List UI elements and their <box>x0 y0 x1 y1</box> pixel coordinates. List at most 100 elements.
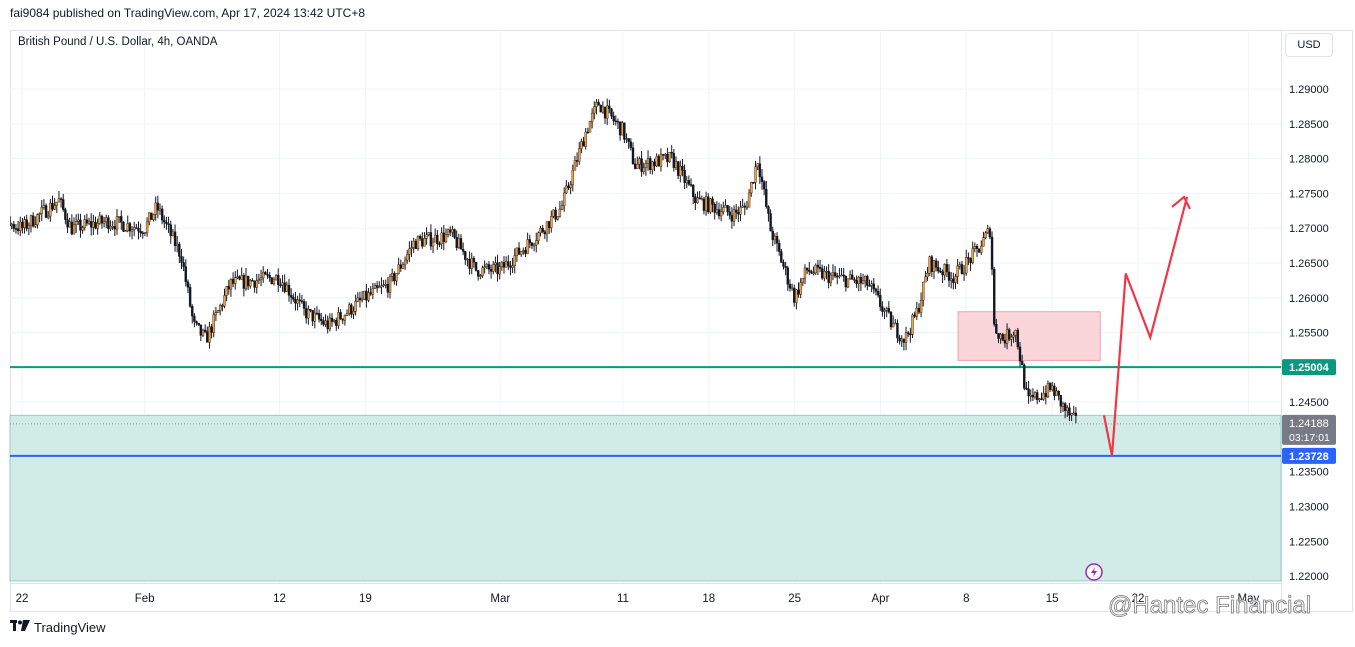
candle-body <box>489 269 493 272</box>
candle-body <box>995 324 998 334</box>
tradingview-logo[interactable]: TradingView <box>10 620 106 635</box>
candle-body <box>724 205 727 208</box>
candle-body <box>356 297 359 302</box>
candle-body <box>500 262 504 267</box>
candle-body <box>487 264 491 270</box>
candle-body <box>270 277 273 285</box>
candle-body <box>969 258 972 263</box>
candle-body <box>657 156 660 167</box>
candle-body <box>885 308 888 311</box>
candle-body <box>707 196 710 213</box>
candle-body <box>442 232 445 243</box>
candle-body <box>178 243 181 257</box>
time-axis[interactable] <box>10 583 1281 613</box>
price-tick-label: 1.27000 <box>1289 223 1329 235</box>
candle-body <box>143 232 147 234</box>
projection-path[interactable] <box>1102 196 1189 456</box>
currency-button[interactable]: USD <box>1285 33 1333 57</box>
candle-body <box>427 232 430 236</box>
candle-body <box>863 276 867 281</box>
level-price-tag <box>1282 359 1336 376</box>
candle-body <box>711 198 714 205</box>
candle-body <box>397 264 400 274</box>
watermark-text: @Hantec Financial <box>1108 592 1312 620</box>
price-axis[interactable] <box>1281 30 1354 612</box>
candle-body <box>83 219 86 228</box>
candle-body <box>1001 334 1004 341</box>
candle-body <box>698 197 701 200</box>
candle-body <box>956 265 959 277</box>
candle-body <box>868 285 871 287</box>
candle-body <box>287 284 291 296</box>
candle-body <box>633 163 637 169</box>
candle-body <box>406 254 409 261</box>
candle-body <box>694 196 697 203</box>
candle-body <box>967 257 970 259</box>
candle-body <box>96 223 99 229</box>
candle-body <box>719 211 723 217</box>
price-tick-label: 1.25500 <box>1289 328 1329 340</box>
candle-body <box>365 290 368 301</box>
candle-body <box>625 138 628 140</box>
candle-body <box>438 243 441 245</box>
candle-body <box>567 185 570 188</box>
candle-body <box>874 288 878 292</box>
candle-body <box>358 297 362 301</box>
candle-body <box>266 274 269 276</box>
candle-body <box>1003 339 1007 344</box>
candle-body <box>210 326 213 333</box>
candle-body <box>739 206 742 215</box>
candle-body <box>808 269 811 272</box>
candle-body <box>554 209 557 220</box>
candle-body <box>627 138 630 143</box>
candle-body <box>853 279 856 281</box>
candle-body <box>188 287 192 307</box>
candle-body <box>380 285 383 288</box>
candle-body <box>117 216 121 218</box>
candle-body <box>1033 392 1037 398</box>
candle-body <box>762 181 766 190</box>
candle-body <box>674 161 678 168</box>
candle-body <box>1070 413 1073 416</box>
candle-body <box>659 154 663 167</box>
candle-body <box>115 216 119 230</box>
level-price-tag <box>1282 447 1336 464</box>
candle-body <box>930 256 934 272</box>
candle-body <box>296 299 299 304</box>
price-tick-label: 1.27500 <box>1289 188 1329 200</box>
candle-body <box>937 267 940 272</box>
candle-body <box>128 223 132 232</box>
candle-body <box>797 289 800 295</box>
candle-body <box>982 237 985 247</box>
candle-body <box>268 274 271 278</box>
candle-body <box>249 279 252 287</box>
candle-body <box>38 213 41 215</box>
candle-body <box>1068 407 1071 416</box>
candle-body <box>603 106 607 119</box>
candle-body <box>367 292 370 301</box>
candle-body <box>384 284 387 286</box>
candle-body <box>799 282 802 295</box>
candle-body <box>169 224 172 237</box>
candle-body <box>414 240 418 249</box>
candle-body <box>709 198 712 213</box>
candle-body <box>79 219 82 231</box>
candle-body <box>795 289 798 303</box>
candle-body <box>238 276 241 280</box>
candle-body <box>1072 412 1075 415</box>
candle-body <box>801 277 805 283</box>
candle-body <box>777 243 781 252</box>
candle-body <box>388 276 392 293</box>
candle-body <box>737 211 740 215</box>
candle-body <box>827 270 830 283</box>
candle-body <box>1014 330 1017 336</box>
candle-body <box>326 320 329 330</box>
candle-body <box>894 322 897 325</box>
candle-body <box>23 219 26 228</box>
candle-body <box>440 232 443 244</box>
candle-body <box>360 298 364 301</box>
candle-body <box>283 282 286 292</box>
candle-body <box>472 258 476 263</box>
candle-body <box>773 236 777 241</box>
